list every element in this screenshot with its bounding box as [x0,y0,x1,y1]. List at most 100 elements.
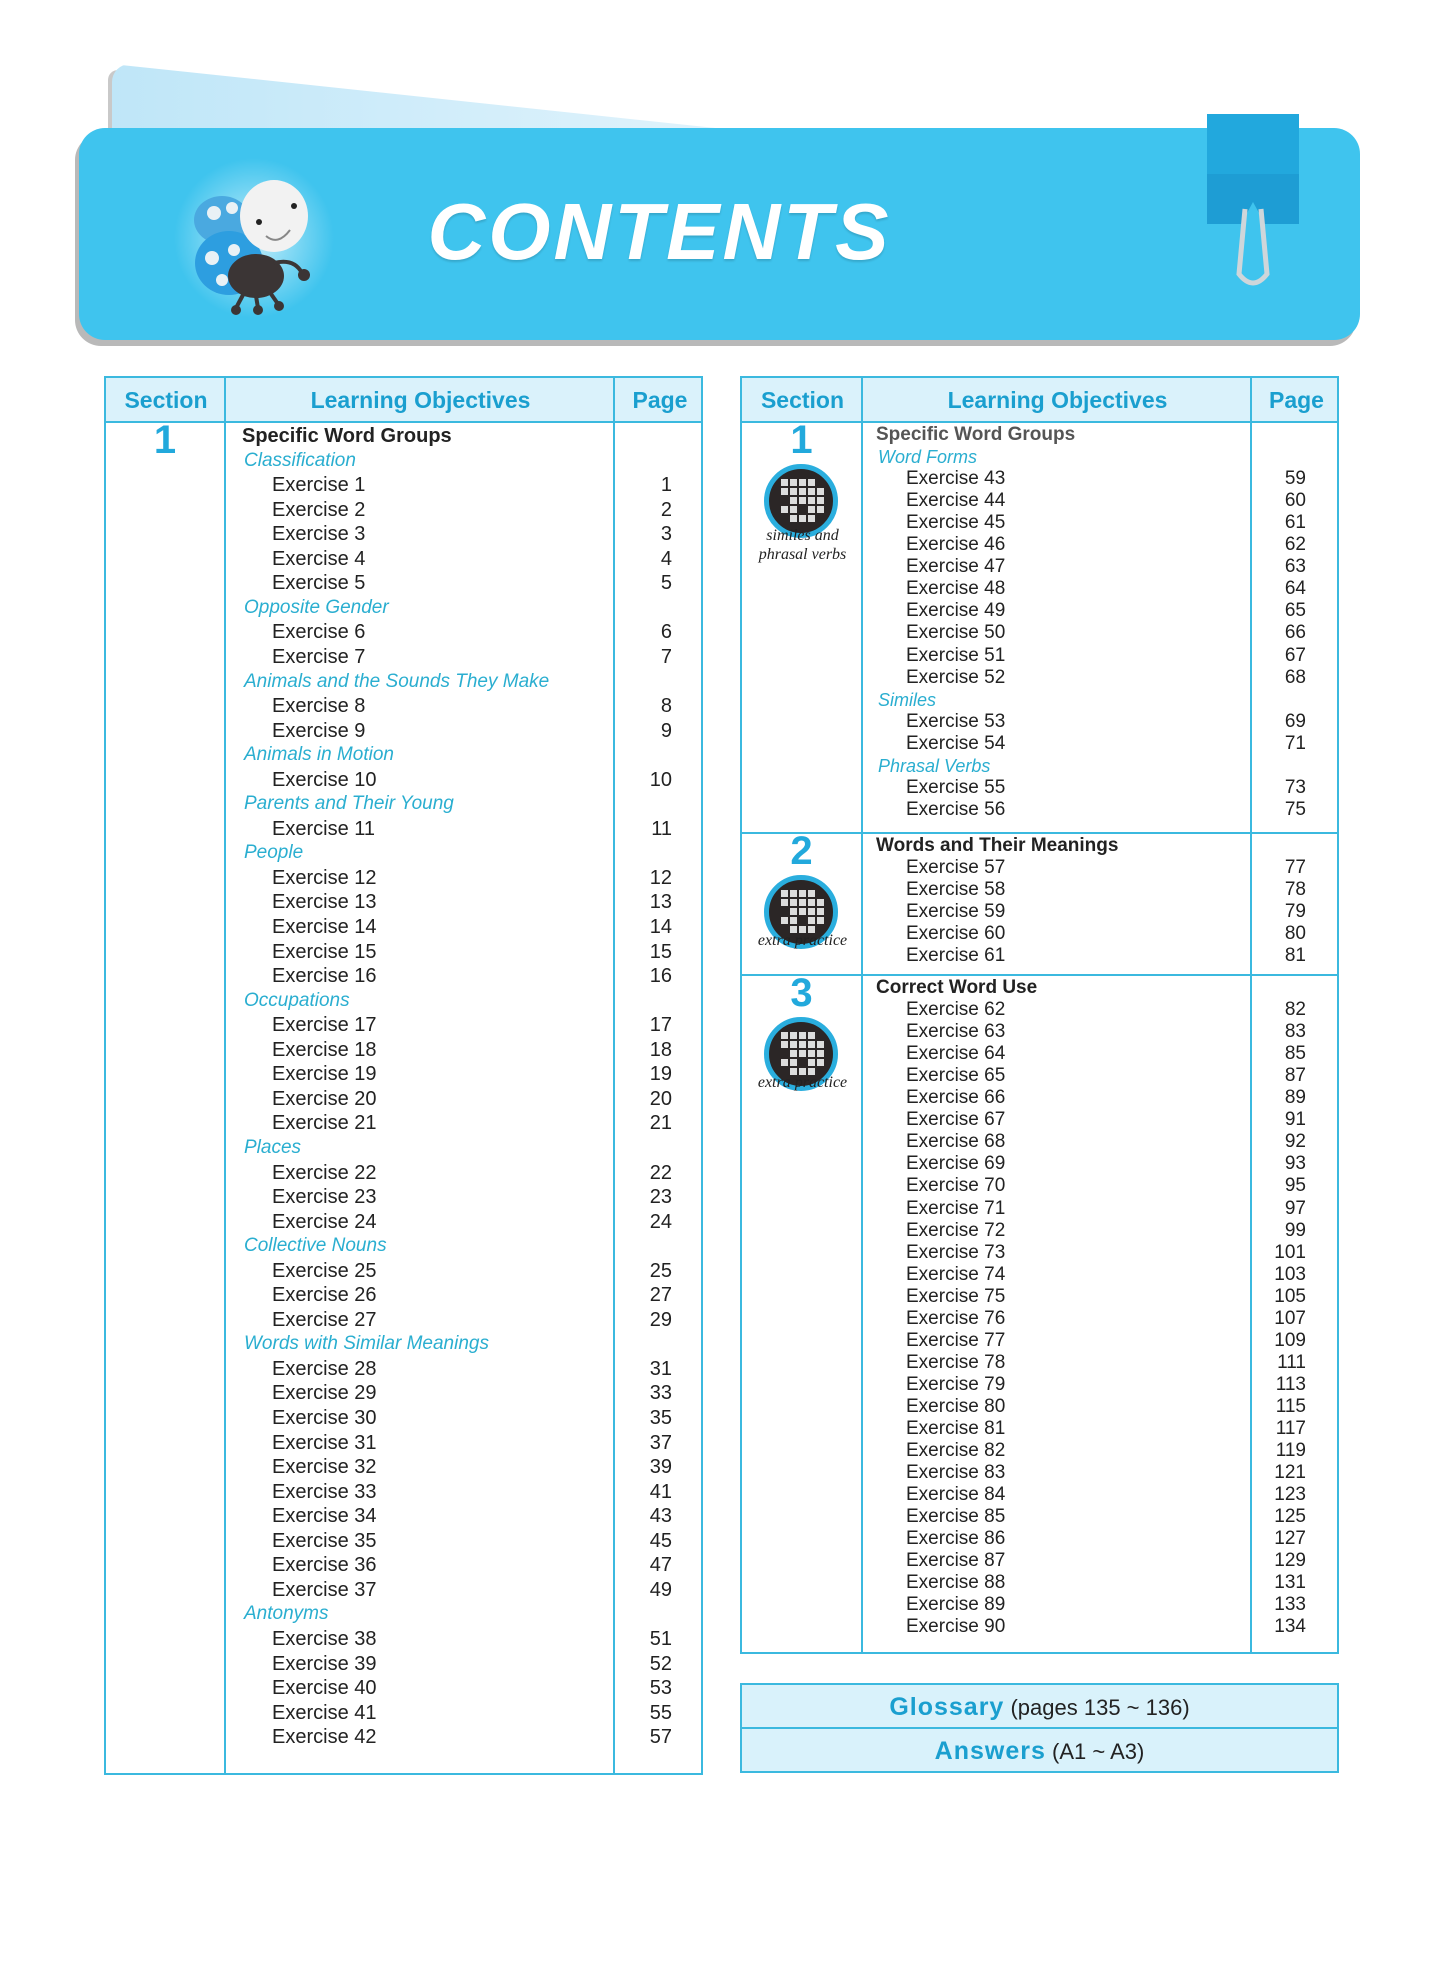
exercise-link[interactable]: Exercise 78 [906,1351,1006,1373]
exercise-link[interactable]: Exercise 39 [272,1652,377,1675]
exercise-link[interactable]: Exercise 50 [906,622,1006,644]
exercise-link[interactable]: Exercise 20 [272,1087,377,1110]
exercise-link[interactable]: Exercise 21 [272,1112,377,1135]
exercise-link[interactable]: Exercise 33 [272,1480,377,1503]
exercise-link[interactable]: Exercise 41 [272,1701,377,1724]
exercise-link[interactable]: Exercise 49 [906,600,1006,622]
exercise-link[interactable]: Exercise 38 [272,1627,377,1650]
exercise-link[interactable]: Exercise 30 [272,1407,377,1429]
exercise-link[interactable]: Exercise 23 [272,1186,377,1209]
exercise-link[interactable]: Exercise 55 [906,776,1006,798]
exercise-link[interactable]: Exercise 37 [272,1578,377,1601]
exercise-link[interactable]: Exercise 44 [906,490,1006,512]
exercise-link[interactable]: Exercise 11 [272,817,376,840]
exercise-link[interactable]: Exercise 36 [272,1554,377,1577]
exercise-link[interactable]: Exercise 42 [272,1726,377,1749]
page-number: 12 [649,866,672,889]
exercise-link[interactable]: Exercise 27 [272,1308,377,1331]
answers-link[interactable]: Answers (A1 ~ A3) [740,1727,1339,1773]
exercise-link[interactable]: Exercise 12 [272,866,377,889]
exercise-link[interactable]: Exercise 85 [906,1506,1006,1528]
exercise-link[interactable]: Exercise 88 [906,1572,1006,1594]
exercise-link[interactable]: Exercise 5 [272,572,366,595]
exercise-link[interactable]: Exercise 35 [272,1529,377,1552]
exercise-link[interactable]: Exercise 4 [272,547,366,570]
exercise-link[interactable]: Exercise 8 [272,695,366,718]
exercise-link[interactable]: Exercise 71 [906,1197,1006,1219]
exercise-link[interactable]: Exercise 68 [906,1131,1006,1153]
contents-banner: CONTENTS [79,114,1360,340]
exercise-link[interactable]: Exercise 13 [272,891,377,914]
exercise-link[interactable]: Exercise 47 [906,556,1006,578]
exercise-link[interactable]: Exercise 67 [906,1109,1006,1131]
exercise-link[interactable]: Exercise 6 [272,621,366,644]
exercise-link[interactable]: Exercise 80 [906,1395,1006,1417]
exercise-link[interactable]: Exercise 70 [906,1175,1006,1197]
exercise-link[interactable]: Exercise 87 [906,1550,1006,1572]
exercise-link[interactable]: Exercise 75 [906,1285,1006,1307]
exercise-link[interactable]: Exercise 51 [906,644,1006,666]
column-divider [861,378,863,1652]
exercise-link[interactable]: Exercise 45 [906,512,1006,534]
exercise-link[interactable]: Exercise 90 [906,1616,1006,1638]
exercise-link[interactable]: Exercise 31 [272,1431,377,1454]
exercise-link[interactable]: Exercise 61 [906,945,1006,967]
exercise-link[interactable]: Exercise 54 [906,732,1006,754]
exercise-link[interactable]: Exercise 84 [906,1484,1006,1506]
exercise-link[interactable]: Exercise 66 [906,1087,1006,1109]
exercise-link[interactable]: Exercise 64 [906,1043,1006,1065]
exercise-link[interactable]: Exercise 58 [906,879,1006,901]
exercise-link[interactable]: Exercise 76 [906,1307,1006,1329]
exercise-link[interactable]: Exercise 79 [906,1373,1006,1395]
exercise-link[interactable]: Exercise 86 [906,1528,1006,1550]
exercise-link[interactable]: Exercise 43 [906,468,1006,490]
exercise-link[interactable]: Exercise 1 [272,474,366,497]
page-number: 49 [649,1578,672,1601]
exercise-link[interactable]: Exercise 89 [906,1594,1006,1616]
exercise-link[interactable]: Exercise 16 [272,965,377,988]
exercise-link[interactable]: Exercise 19 [272,1063,377,1086]
exercise-link[interactable]: Exercise 56 [906,798,1006,820]
exercise-link[interactable]: Exercise 69 [906,1153,1006,1175]
exercise-link[interactable]: Exercise 15 [272,940,377,963]
exercise-link[interactable]: Exercise 82 [906,1440,1006,1462]
exercise-link[interactable]: Exercise 63 [906,1021,1006,1043]
page-number: 37 [649,1431,672,1454]
exercise-link[interactable]: Exercise 2 [272,498,366,521]
exercise-link[interactable]: Exercise 25 [272,1259,377,1282]
exercise-link[interactable]: Exercise 34 [272,1505,377,1528]
page-number: 11 [651,817,672,840]
exercise-link[interactable]: Exercise 77 [906,1329,1006,1351]
exercise-link[interactable]: Exercise 52 [906,666,1006,688]
exercise-link[interactable]: Exercise 74 [906,1263,1006,1285]
header-page: Page [1269,387,1324,413]
exercise-link[interactable]: Exercise 3 [272,523,366,546]
exercise-link[interactable]: Exercise 7 [272,645,366,668]
exercise-link[interactable]: Exercise 60 [906,923,1006,945]
exercise-link[interactable]: Exercise 81 [906,1418,1006,1439]
exercise-link[interactable]: Exercise 59 [906,901,1006,923]
exercise-link[interactable]: Exercise 53 [906,710,1006,732]
exercise-link[interactable]: Exercise 14 [272,916,377,938]
exercise-link[interactable]: Exercise 62 [906,999,1006,1021]
exercise-link[interactable]: Exercise 29 [272,1382,377,1405]
exercise-link[interactable]: Exercise 24 [272,1210,377,1233]
exercise-link[interactable]: Exercise 57 [906,857,1006,879]
exercise-link[interactable]: Exercise 72 [906,1219,1006,1241]
exercise-link[interactable]: Exercise 65 [906,1065,1006,1087]
subsection-heading: Places [244,1136,302,1158]
exercise-link[interactable]: Exercise 22 [272,1161,377,1184]
exercise-link[interactable]: Exercise 32 [272,1456,377,1479]
exercise-link[interactable]: Exercise 10 [272,768,377,791]
exercise-link[interactable]: Exercise 17 [272,1014,377,1037]
exercise-link[interactable]: Exercise 18 [272,1038,377,1061]
exercise-link[interactable]: Exercise 83 [906,1462,1006,1484]
exercise-link[interactable]: Exercise 28 [272,1357,377,1380]
exercise-link[interactable]: Exercise 26 [272,1284,377,1307]
glossary-link[interactable]: Glossary (pages 135 ~ 136) [740,1683,1339,1729]
exercise-link[interactable]: Exercise 9 [272,719,366,742]
exercise-link[interactable]: Exercise 73 [906,1241,1006,1263]
exercise-link[interactable]: Exercise 46 [906,534,1006,556]
exercise-link[interactable]: Exercise 48 [906,578,1006,600]
exercise-link[interactable]: Exercise 40 [272,1677,377,1700]
